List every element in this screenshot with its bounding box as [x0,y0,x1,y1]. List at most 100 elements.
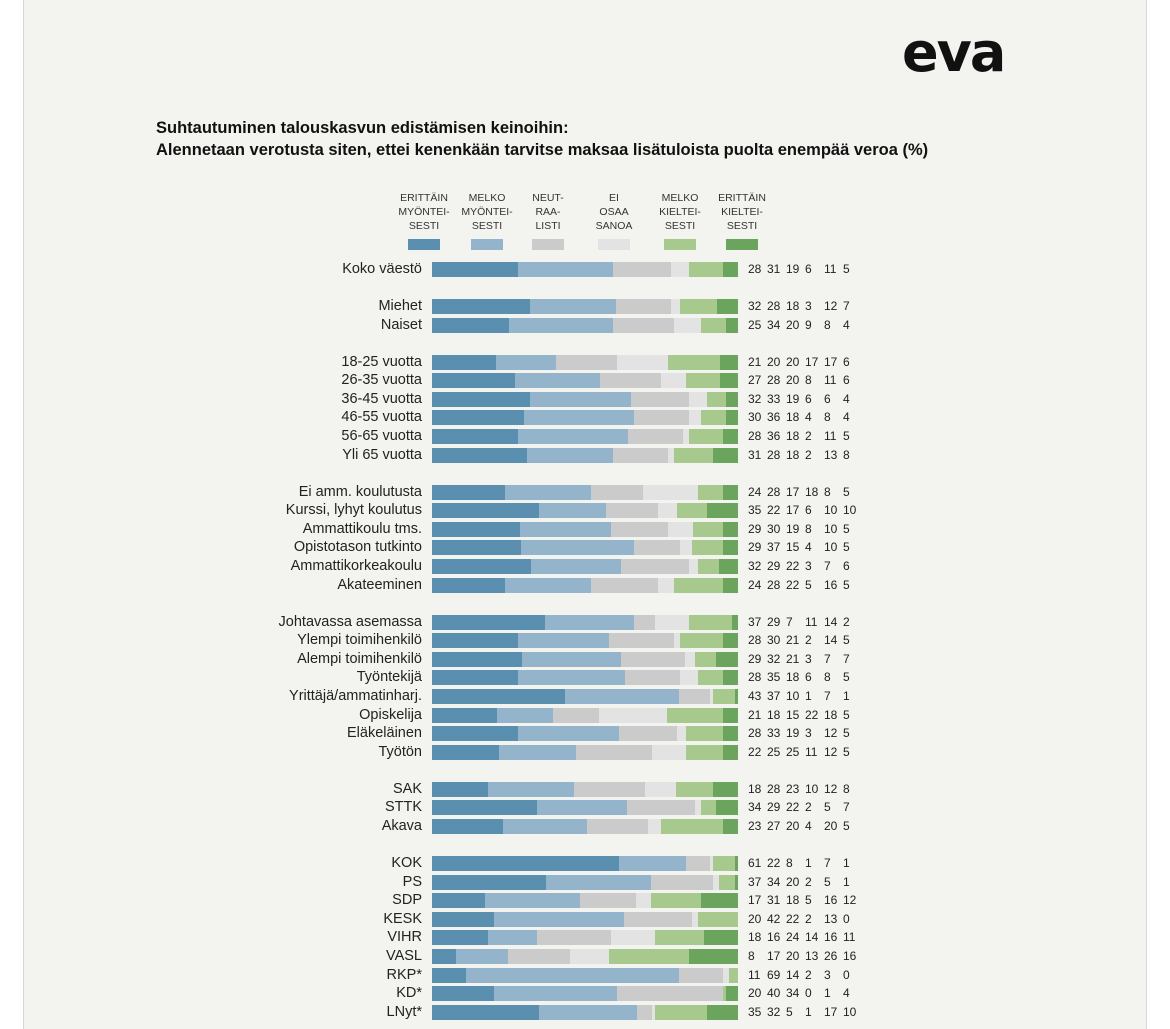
value-label: 17 [748,893,762,907]
stacked-bar [432,986,738,1001]
stacked-bar [432,503,738,518]
value-label: 29 [748,540,762,554]
value-label: 5 [843,485,850,499]
row-values: 37 34 20 2 5 1 [748,874,862,891]
value-label: 6 [843,559,850,573]
value-label: 18 [786,410,800,424]
bar-segment [487,930,538,945]
value-label: 22 [748,745,762,759]
bar-segment [612,448,668,463]
row-values: 29 32 21 3 7 7 [748,651,862,668]
row-values: 31 28 18 2 13 8 [748,447,862,464]
row-label: Kurssi, lyhyt koulutus [285,502,422,518]
bar-segment [710,689,714,704]
bar-segment [692,522,723,537]
row-label: Eläkeläinen [347,725,422,741]
row-label: 26-35 vuotta [341,372,422,388]
value-label: 1 [805,1005,812,1019]
value-label: 5 [843,522,850,536]
title-line-2: Alennetaan verotusta siten, ettei kenenk… [156,141,929,159]
bar-segment [633,540,680,555]
value-label: 40 [767,986,781,1000]
value-label: 24 [748,578,762,592]
value-label: 28 [748,633,762,647]
bar-segment [432,930,488,945]
bar-segment [707,503,738,518]
value-label: 5 [843,578,850,592]
row-label: Työtön [378,744,422,760]
legend-swatch [726,239,758,250]
bar-segment [734,689,738,704]
value-label: 36 [767,429,781,443]
bar-segment [616,355,669,370]
bar-segment [633,615,656,630]
stacked-bar [432,540,738,555]
bar-segment [679,633,723,648]
bar-segment [600,373,662,388]
row-label: Alempi toimihenkilö [297,651,422,667]
value-label: 6 [805,392,812,406]
bar-segment [652,745,686,760]
value-label: 14 [824,615,838,629]
bar-segment [689,615,732,630]
bar-segment [658,503,677,518]
value-label: 13 [824,448,838,462]
legend-label-line: ERITTÄIN [400,192,448,204]
bar-segment [517,429,628,444]
legend-label-line: SESTI [664,220,696,232]
stacked-bar [432,726,738,741]
value-label: 18 [786,448,800,462]
value-label: 1 [843,875,850,889]
value-label: 33 [767,392,781,406]
row-label: VASL [385,948,422,964]
stacked-bar [432,652,738,667]
stacked-bar [432,875,738,890]
legend-item-4: EI OSAA SANOA [583,191,645,250]
bar-segment [643,485,699,500]
bar-segment [722,540,738,555]
bar-segment [466,968,680,983]
value-label: 0 [805,986,812,1000]
value-label: 28 [767,782,781,796]
bar-segment [703,930,738,945]
value-label: 22 [767,856,781,870]
bar-segment [505,485,592,500]
value-label: 4 [805,819,812,833]
bar-segment [701,318,726,333]
bar-segment [503,819,587,834]
value-label: 12 [824,745,838,759]
bar-segment [697,912,738,927]
value-label: 7 [824,856,831,870]
row-label: 46-55 vuotta [341,409,422,425]
value-label: 5 [843,745,850,759]
bar-segment [499,745,576,760]
bar-segment [496,708,553,723]
legend-label-line: MELKO [661,192,699,204]
bar-segment [722,819,738,834]
value-label: 28 [767,578,781,592]
value-label: 20 [824,819,838,833]
bar-segment [734,875,738,890]
value-label: 2 [805,429,812,443]
bar-segment [432,299,530,314]
bar-segment [716,299,738,314]
bar-segment [722,429,738,444]
bar-segment [673,448,714,463]
value-label: 4 [843,392,850,406]
bar-segment [651,893,701,908]
bar-segment [668,522,693,537]
value-label: 5 [824,800,831,814]
value-label: 8 [824,318,831,332]
value-label: 11 [748,968,761,982]
value-label: 18 [786,670,800,684]
bar-segment [655,1005,708,1020]
value-label: 22 [767,503,781,517]
value-label: 2 [805,875,812,889]
row-values: 18 28 23 10 12 8 [748,781,862,798]
legend-item-5: MELKO KIELTEI- SESTI [649,191,711,250]
value-label: 29 [767,800,781,814]
value-label: 23 [786,782,800,796]
bar-segment [668,355,720,370]
row-label: SAK [392,781,422,797]
value-label: 2 [805,633,812,647]
